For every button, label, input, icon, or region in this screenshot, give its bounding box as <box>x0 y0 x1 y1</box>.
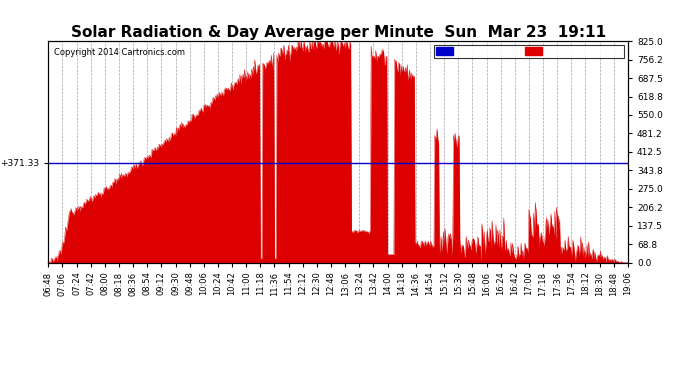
Legend: Median (w/m2), Radiation (w/m2): Median (w/m2), Radiation (w/m2) <box>435 45 624 58</box>
Text: Copyright 2014 Cartronics.com: Copyright 2014 Cartronics.com <box>54 48 185 57</box>
Title: Solar Radiation & Day Average per Minute  Sun  Mar 23  19:11: Solar Radiation & Day Average per Minute… <box>70 25 606 40</box>
